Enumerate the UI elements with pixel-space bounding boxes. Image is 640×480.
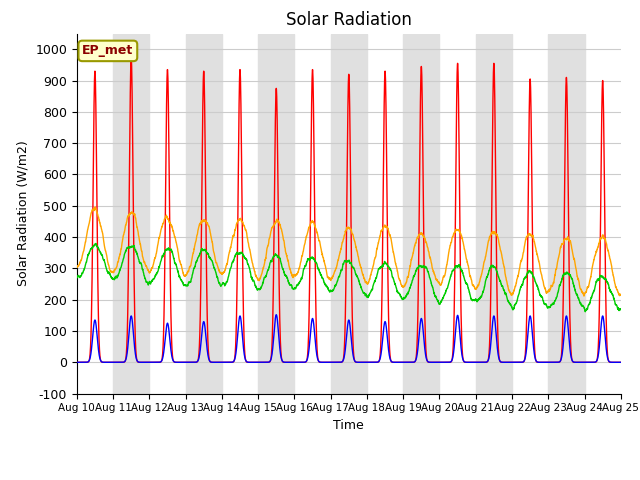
LW_out: [449, 234, 456, 240]
Text: EP_met: EP_met: [82, 44, 134, 58]
LW_in: [617, 306, 625, 312]
Bar: [403, 34, 440, 394]
SW_out: [138, 360, 146, 365]
Bar: [331, 34, 367, 394]
LW_out: [493, 231, 501, 237]
SW_in: [108, 360, 115, 365]
SW_out: [273, 312, 280, 318]
LW_in: [449, 267, 456, 273]
Bar: [476, 34, 512, 394]
SW_out: [617, 360, 625, 365]
LW_in: [138, 262, 145, 268]
X-axis label: Time: Time: [333, 419, 364, 432]
SW_out: [242, 358, 250, 363]
Line: SW_in: SW_in: [77, 57, 621, 362]
LW_in: [582, 309, 589, 314]
LW_out: [92, 204, 99, 210]
SW_in: [493, 295, 501, 300]
SW_out: [73, 360, 81, 365]
SW_in: [73, 360, 81, 365]
LW_out: [138, 248, 145, 254]
LW_out: [73, 264, 81, 270]
LW_in: [493, 268, 501, 274]
SW_in: [617, 360, 625, 365]
SW_in: [449, 351, 456, 357]
Title: Solar Radiation: Solar Radiation: [286, 11, 412, 29]
SW_out: [493, 342, 501, 348]
Line: LW_in: LW_in: [77, 243, 621, 312]
Line: LW_out: LW_out: [77, 207, 621, 296]
LW_in: [138, 266, 146, 272]
Legend: SW_in, SW_out, LW_in, LW_out: SW_in, SW_out, LW_in, LW_out: [163, 479, 535, 480]
SW_out: [449, 355, 456, 360]
LW_in: [242, 256, 250, 262]
LW_out: [108, 269, 115, 275]
Bar: [258, 34, 294, 394]
SW_out: [138, 360, 145, 365]
LW_out: [617, 292, 625, 298]
Bar: [186, 34, 222, 394]
Bar: [113, 34, 149, 394]
SW_out: [108, 360, 115, 365]
LW_in: [92, 240, 100, 246]
SW_in: [242, 358, 250, 364]
LW_out: [580, 293, 588, 299]
SW_in: [127, 54, 135, 60]
Line: SW_out: SW_out: [77, 315, 621, 362]
LW_in: [108, 275, 115, 280]
Y-axis label: Solar Radiation (W/m2): Solar Radiation (W/m2): [17, 141, 29, 287]
LW_out: [138, 253, 146, 259]
SW_in: [138, 360, 146, 365]
LW_out: [242, 228, 250, 234]
LW_in: [73, 275, 81, 281]
SW_in: [138, 360, 145, 365]
Bar: [548, 34, 584, 394]
